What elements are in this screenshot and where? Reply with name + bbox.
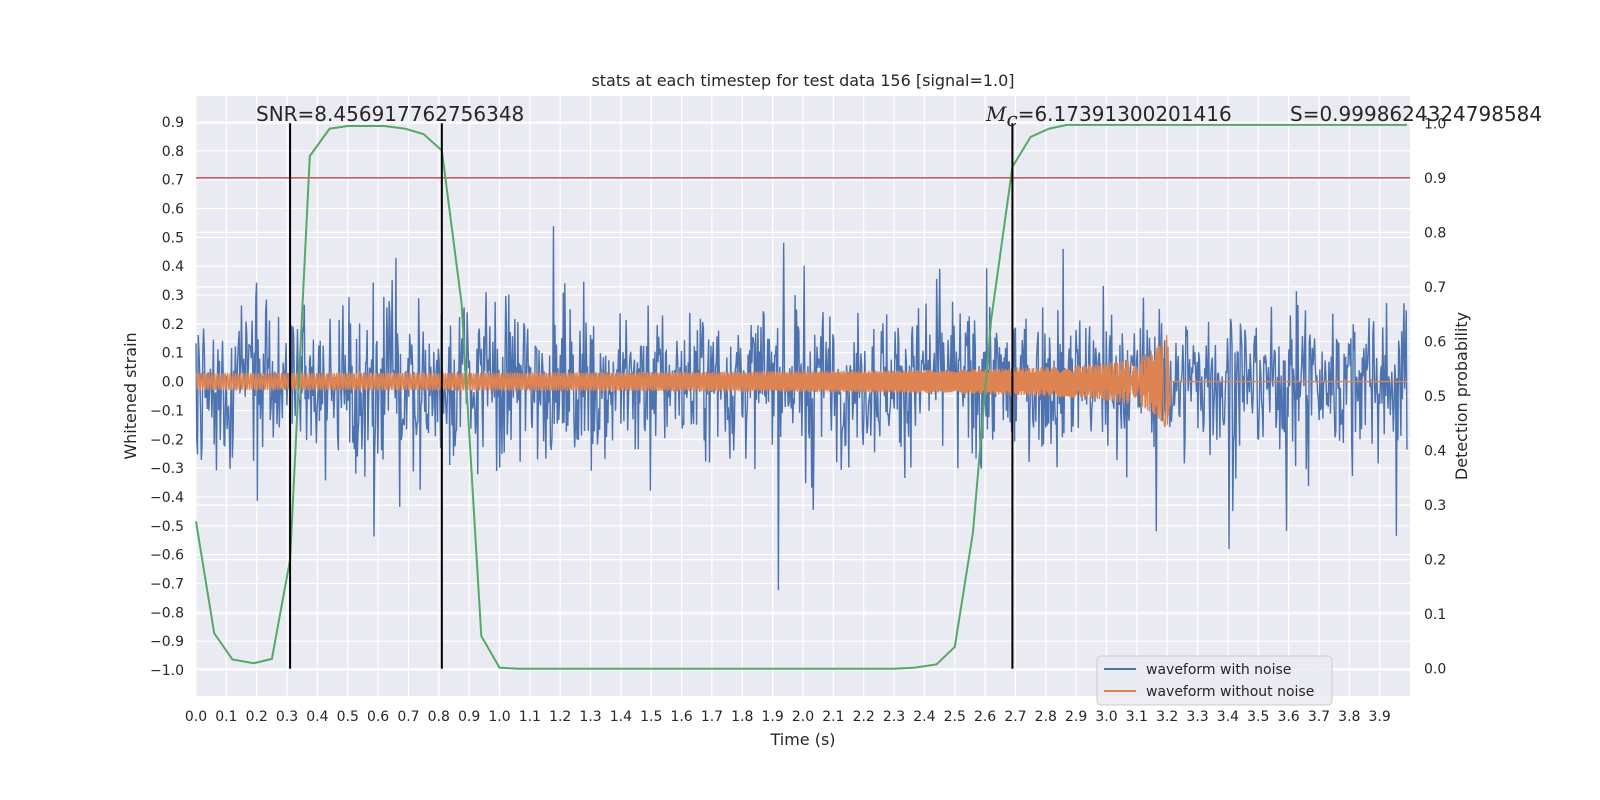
x-tick-label: 1.2 <box>549 709 571 725</box>
y-tick-label: −0.5 <box>150 519 184 535</box>
y-tick-labels: 0.9 0.8 0.7 0.6 0.5 0.4 0.3 0.2 0.1 0.0 −0.1 −0.2 −0… <box>150 115 184 679</box>
x-tick-label: 3.9 <box>1369 709 1391 725</box>
x-tick-label: 1.0 <box>488 709 510 725</box>
x-tick-label: 2.9 <box>1065 709 1087 725</box>
y-tick-label: 0.2 <box>162 317 184 333</box>
chirp-mass-symbol: M <box>985 102 1007 126</box>
series-layer <box>195 123 1410 670</box>
y2-tick-label: 0.7 <box>1424 280 1446 296</box>
y-tick-label: −0.8 <box>150 605 184 621</box>
legend-box <box>1096 655 1333 706</box>
y2-tick-label: 0.4 <box>1424 444 1446 460</box>
x-tick-label: 1.1 <box>519 709 541 725</box>
y-axis-label: Whitened strain <box>121 332 140 459</box>
x-tick-label: 2.3 <box>883 709 905 725</box>
y2-tick-label: 0.0 <box>1424 662 1446 678</box>
series-line-probability <box>195 123 1407 670</box>
y-tick-label: −0.2 <box>150 432 184 448</box>
x-tick-label: 1.8 <box>731 709 753 725</box>
x-tick-label: 2.6 <box>974 709 996 725</box>
y-tick-label: 0.7 <box>162 173 184 189</box>
y-tick-label: 0.1 <box>162 346 184 362</box>
x-tick-label: 0.7 <box>397 709 419 725</box>
y2-tick-label: 1.0 <box>1424 116 1446 132</box>
x-tick-label: 2.2 <box>853 709 875 725</box>
y-tick-label: −0.3 <box>150 461 184 477</box>
x-tick-label: 3.3 <box>1186 709 1208 725</box>
x-tick-label: 1.7 <box>701 709 723 725</box>
score-annotation: S=0.9998624324798584 <box>1290 102 1542 126</box>
y-tick-label: 0.8 <box>162 144 184 160</box>
x-tick-label: 2.5 <box>944 709 966 725</box>
x-tick-label: 0.0 <box>185 709 207 725</box>
y-tick-label: 0.4 <box>162 259 184 275</box>
x-tick-label: 0.9 <box>458 709 480 725</box>
annotations: SNR=8.456917762756348 Mc=6.1739130020141… <box>256 102 1542 131</box>
y-tick-label: 0.9 <box>162 115 184 131</box>
x-tick-label: 1.5 <box>640 709 662 725</box>
x-tick-label: 0.6 <box>367 709 389 725</box>
x-tick-label: 3.2 <box>1156 709 1178 725</box>
y2-tick-label: 0.8 <box>1424 225 1446 241</box>
y-tick-label: 0.6 <box>162 202 184 218</box>
y2-tick-label: 0.6 <box>1424 334 1446 350</box>
series-line-noise <box>195 226 1408 591</box>
x-tick-label: 0.3 <box>276 709 298 725</box>
y-tick-label: −0.4 <box>150 490 184 506</box>
x-tick-label: 2.7 <box>1004 709 1026 725</box>
legend-entry-clean: waveform without noise <box>1146 684 1314 700</box>
x-tick-label: 3.0 <box>1095 709 1117 725</box>
x-tick-label: 1.3 <box>579 709 601 725</box>
y2-axis-label: Detection probability <box>1452 312 1471 480</box>
y-tick-label: −0.1 <box>150 403 184 419</box>
x-tick-label: 2.1 <box>822 709 844 725</box>
x-tick-label: 0.4 <box>306 709 328 725</box>
x-tick-label: 3.6 <box>1277 709 1299 725</box>
x-tick-labels: 0.0 0.1 0.2 0.3 0.4 0.5 0.6 0.7 0.8 0.9 1.0 1.1 1.2 1… <box>185 709 1391 725</box>
y-tick-label: 0.0 <box>162 375 184 391</box>
chart-title: stats at each timestep for test data 156… <box>591 71 1014 90</box>
x-tick-label: 0.8 <box>428 709 450 725</box>
x-tick-label: 2.0 <box>792 709 814 725</box>
x-tick-label: 2.4 <box>913 709 935 725</box>
x-tick-label: 2.8 <box>1035 709 1057 725</box>
x-tick-label: 0.2 <box>246 709 268 725</box>
y-tick-label: −0.6 <box>150 548 184 564</box>
x-tick-label: 0.5 <box>337 709 359 725</box>
y-tick-label: −0.7 <box>150 577 184 593</box>
x-tick-label: 3.8 <box>1338 709 1360 725</box>
y-tick-label: −0.9 <box>150 634 184 650</box>
y2-tick-label: 0.3 <box>1424 498 1446 514</box>
chirp-mass-value: =6.17391300201416 <box>1018 102 1232 126</box>
x-tick-label: 1.6 <box>670 709 692 725</box>
legend-entry-noise: waveform with noise <box>1146 662 1291 678</box>
y-tick-label: 0.3 <box>162 288 184 304</box>
x-tick-label: 3.7 <box>1308 709 1330 725</box>
y2-tick-labels: 1.0 0.9 0.8 0.7 0.6 0.5 0.4 0.3 0.2 0.1 0.0 <box>1424 116 1446 677</box>
y2-tick-label: 0.1 <box>1424 607 1446 623</box>
x-tick-label: 0.1 <box>215 709 237 725</box>
y-tick-label: 0.5 <box>162 230 184 246</box>
y2-tick-label: 0.9 <box>1424 171 1446 187</box>
legend: waveform with noise waveform without noi… <box>1096 655 1333 706</box>
x-tick-label: 3.1 <box>1126 709 1148 725</box>
y2-tick-label: 0.2 <box>1424 553 1446 569</box>
x-tick-label: 1.9 <box>762 709 784 725</box>
x-tick-label: 3.4 <box>1217 709 1239 725</box>
x-axis-label: Time (s) <box>769 730 835 749</box>
chirp-mass-annotation: Mc=6.17391300201416 <box>985 102 1232 131</box>
x-tick-label: 3.5 <box>1247 709 1269 725</box>
y2-tick-label: 0.5 <box>1424 389 1446 405</box>
y-tick-label: −1.0 <box>150 663 184 679</box>
snr-annotation: SNR=8.456917762756348 <box>256 102 524 126</box>
series-line-clean <box>195 334 1407 428</box>
x-tick-label: 1.4 <box>610 709 632 725</box>
chirp-mass-subscript: c <box>1006 107 1017 131</box>
